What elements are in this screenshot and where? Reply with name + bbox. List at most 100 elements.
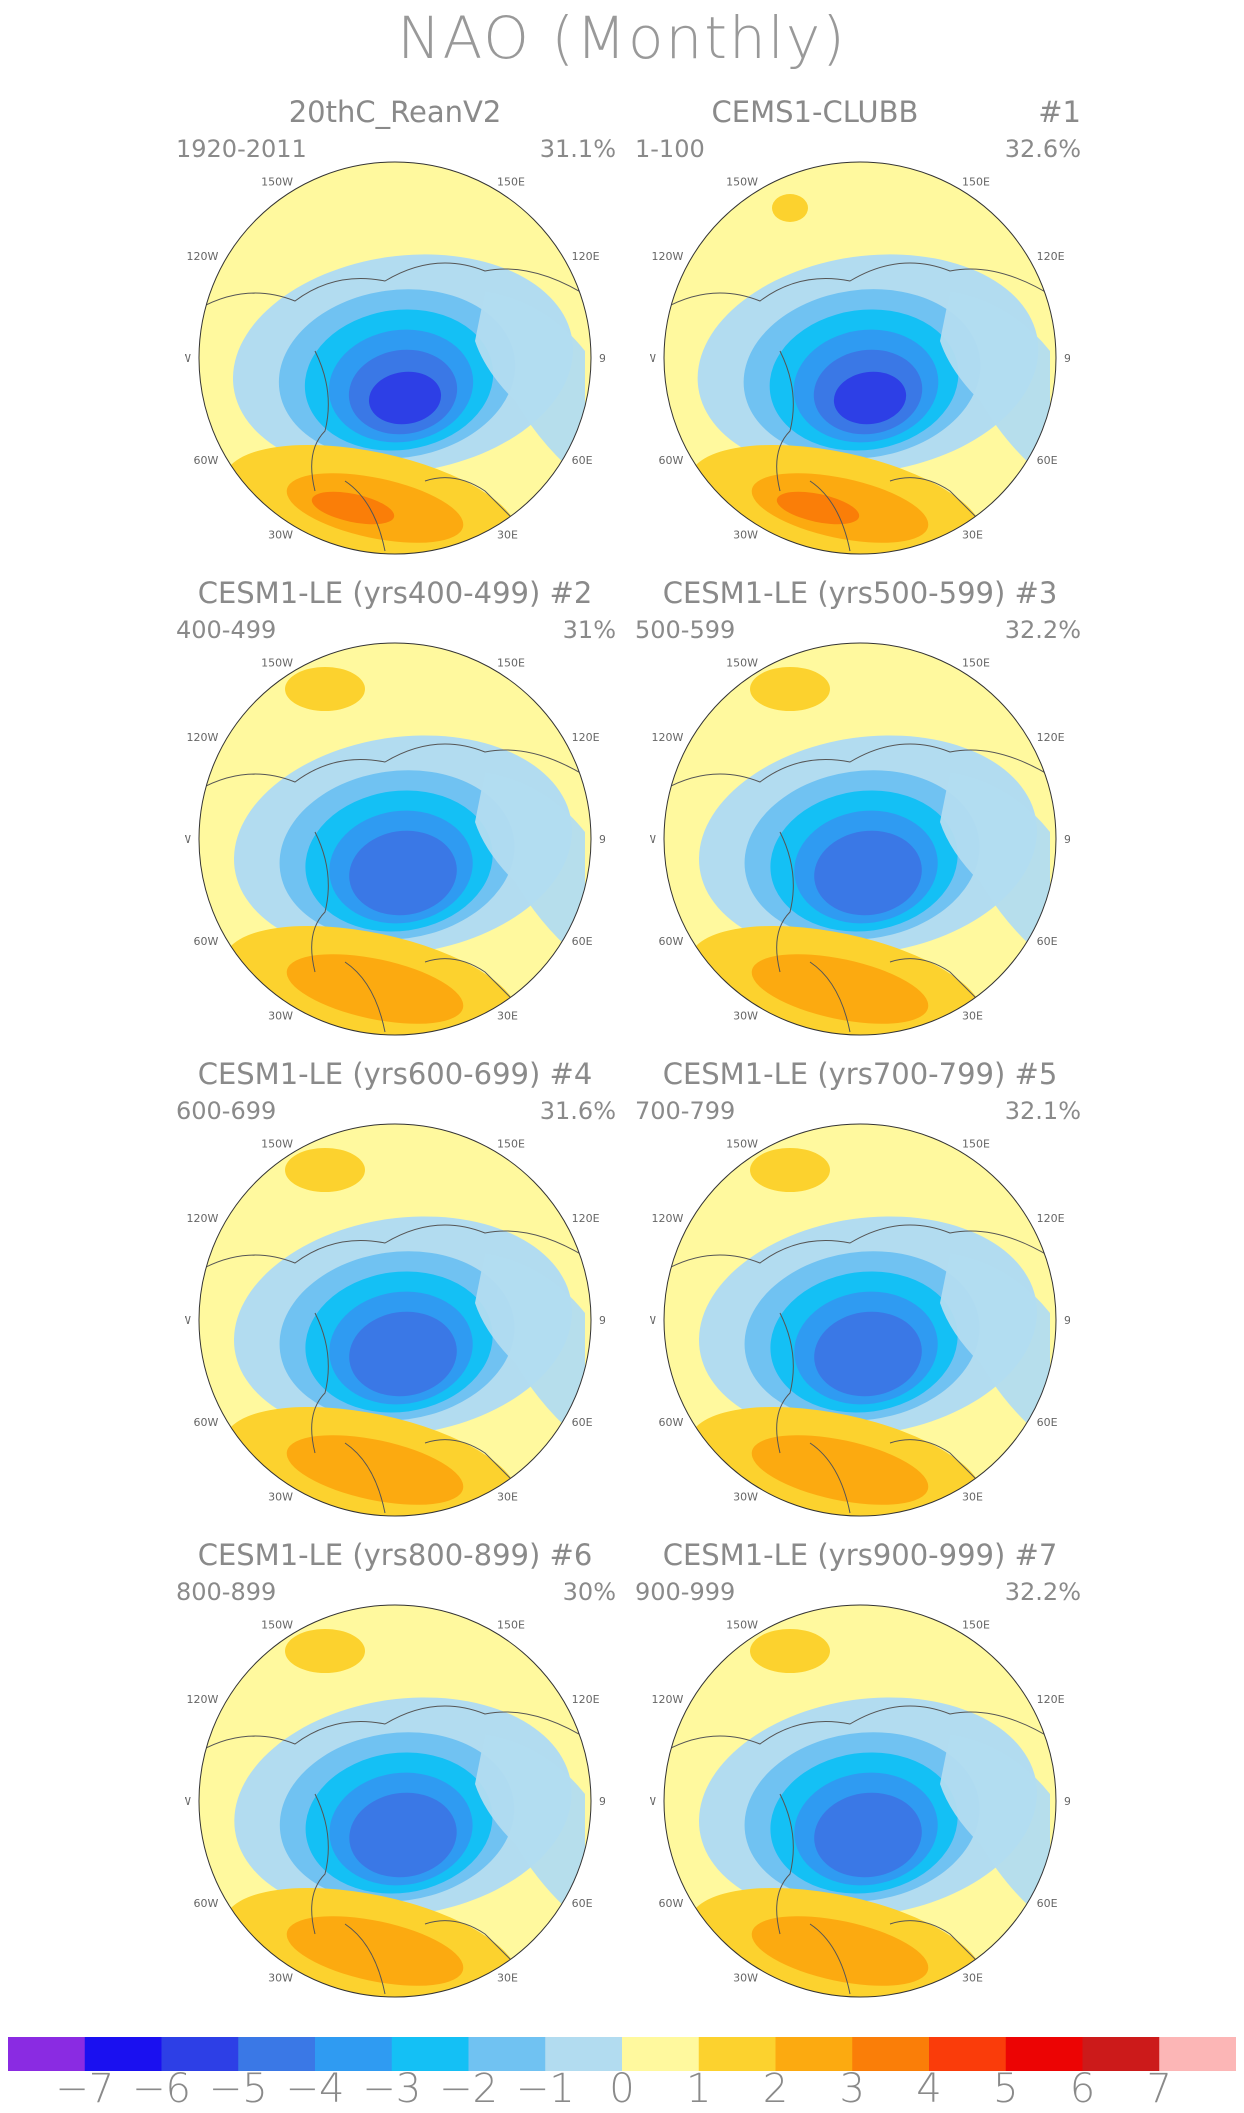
- longitude-label: 0: [857, 1532, 864, 1533]
- panel-title: 20thC_ReanV2: [288, 95, 502, 129]
- longitude-label: 180: [850, 632, 871, 634]
- coastlines: [199, 262, 591, 552]
- negative-tongue: [940, 1253, 1050, 1443]
- colorbar-swatch: [852, 2037, 930, 2071]
- longitude-label: 150W: [261, 656, 293, 669]
- panel-years: 700-799: [635, 1097, 736, 1125]
- polar-map: 180 150E 150W 120E 120W 90E 90W 60E 60W 30E 30W 0: [631, 621, 1085, 1064]
- map-boundary: [663, 1123, 1057, 1517]
- polar-map: 180 150E 150W 120E 120W 90E 90W 60E 60W 30E 30W 0: [166, 1583, 620, 2026]
- colorbar-swatch: [1159, 2037, 1236, 2071]
- longitude-label: 30W: [268, 1491, 293, 1504]
- longitude-label: 120W: [186, 250, 218, 263]
- longitude-label: 60W: [658, 1416, 683, 1429]
- longitude-label: 120W: [651, 1212, 683, 1225]
- colorbar-label: 1: [686, 2066, 712, 2112]
- negative-contour: [814, 830, 922, 916]
- longitude-label: 150W: [726, 656, 758, 669]
- panel-title: CESM1-LE (yrs900-999) #7: [662, 1538, 1058, 1572]
- panel-title: CESM1-LE (yrs500-599) #3: [662, 576, 1058, 610]
- longitude-label: 0: [392, 570, 399, 571]
- longitude-label: 180: [385, 151, 406, 153]
- longitude-label: 60E: [572, 1897, 593, 1910]
- panel-years: 400-499: [176, 616, 277, 644]
- panel-percent: 31.1%: [539, 135, 616, 163]
- field-contours: [199, 1605, 591, 1997]
- longitude-label: 150E: [962, 175, 990, 188]
- map-boundary: [663, 642, 1057, 1036]
- map-panel: CEMS1-CLUBB #1 1-100 32.6% 180 150E 150W 120E 12…: [625, 95, 1095, 583]
- longitude-label: 150W: [261, 1137, 293, 1150]
- colorbar-swatch: [622, 2037, 700, 2071]
- panel-years: 900-999: [635, 1578, 736, 1606]
- polar-map: 180 150E 150W 120E 120W 90E 90W 60E 60W 30E 30W 0: [631, 140, 1085, 583]
- longitude-label: 60W: [658, 935, 683, 948]
- colorbar-label: −4: [285, 2066, 345, 2112]
- longitude-label: 150E: [962, 656, 990, 669]
- coastlines: [664, 1224, 1056, 1514]
- positive-contour: [751, 1916, 929, 1986]
- negative-contour: [814, 1311, 922, 1397]
- map-panel: 20thC_ReanV2 1920-2011 31.1% 180 150E 150W 120…: [160, 95, 630, 583]
- positive-contour: [286, 1916, 464, 1986]
- longitude-label: 120W: [186, 731, 218, 744]
- map-boundary: [663, 1604, 1057, 1998]
- map-boundary: [198, 161, 592, 555]
- negative-contour: [368, 371, 442, 425]
- coastlines: [199, 743, 591, 1033]
- longitude-label: 30W: [733, 1010, 758, 1023]
- negative-tongue: [475, 1253, 585, 1443]
- panel-title: CEMS1-CLUBB: [711, 95, 919, 129]
- colorbar-swatch: [1082, 2037, 1160, 2071]
- colorbar-swatch: [391, 2037, 469, 2071]
- colorbar-swatch: [775, 2037, 853, 2071]
- longitude-label: 150E: [497, 1618, 525, 1631]
- negative-contour: [833, 371, 907, 425]
- panel-years: 1-100: [635, 135, 705, 163]
- coastlines: [199, 1705, 591, 1995]
- colorbar-swatch: [1005, 2037, 1083, 2071]
- longitude-label: 150E: [962, 1137, 990, 1150]
- longitude-label: 90E: [1064, 833, 1070, 846]
- colorbar-swatch: [468, 2037, 546, 2071]
- longitude-label: 150E: [497, 175, 525, 188]
- negative-contour: [349, 1311, 457, 1397]
- longitude-label: 0: [857, 2013, 864, 2014]
- map-boundary: [663, 161, 1057, 555]
- negative-tongue: [940, 1734, 1050, 1924]
- pacific-positive-blob: [285, 667, 365, 711]
- longitude-label: 150E: [497, 656, 525, 669]
- longitude-label: 120W: [186, 1212, 218, 1225]
- pacific-positive-blob: [772, 194, 808, 222]
- longitude-label: 60E: [1037, 454, 1058, 467]
- negative-contour: [349, 1792, 457, 1878]
- positive-contour: [286, 1435, 464, 1505]
- map-boundary: [198, 1604, 592, 1998]
- coastlines: [664, 262, 1056, 552]
- longitude-label: 0: [857, 570, 864, 571]
- longitude-label: 90E: [599, 833, 605, 846]
- pacific-positive-blob: [285, 1629, 365, 1673]
- map-panel: CESM1-LE (yrs500-599) #3500-59932.2%1801…: [625, 576, 1095, 1064]
- longitude-label: 120E: [572, 1693, 600, 1706]
- pacific-positive-blob: [750, 667, 830, 711]
- longitude-label: 90E: [1064, 1795, 1070, 1808]
- pacific-positive-blob: [285, 1148, 365, 1192]
- colorbar-label: 0: [609, 2066, 635, 2112]
- longitude-label: 0: [392, 1051, 399, 1052]
- map-panel: CESM1-LE (yrs400-499) #2 400-499 31% 180 150…: [160, 576, 630, 1064]
- longitude-label: 30W: [733, 1972, 758, 1985]
- positive-contour: [286, 954, 464, 1024]
- longitude-label: 120E: [1037, 250, 1065, 263]
- longitude-label: 150W: [261, 175, 293, 188]
- colorbar-label: −6: [132, 2066, 191, 2112]
- longitude-label: 150W: [726, 1618, 758, 1631]
- longitude-label: 30W: [268, 1010, 293, 1023]
- longitude-label: 90W: [650, 1795, 656, 1808]
- longitude-label: 120E: [572, 250, 600, 263]
- colorbar-swatch: [238, 2037, 316, 2071]
- field-contours: [199, 643, 591, 1035]
- longitude-label: 180: [850, 1113, 871, 1115]
- colorbar-swatch: [929, 2037, 1007, 2071]
- polar-map: 180 150E 150W 120E 120W 90E 90W 60E 60W 30E 30W 0: [166, 1102, 620, 1545]
